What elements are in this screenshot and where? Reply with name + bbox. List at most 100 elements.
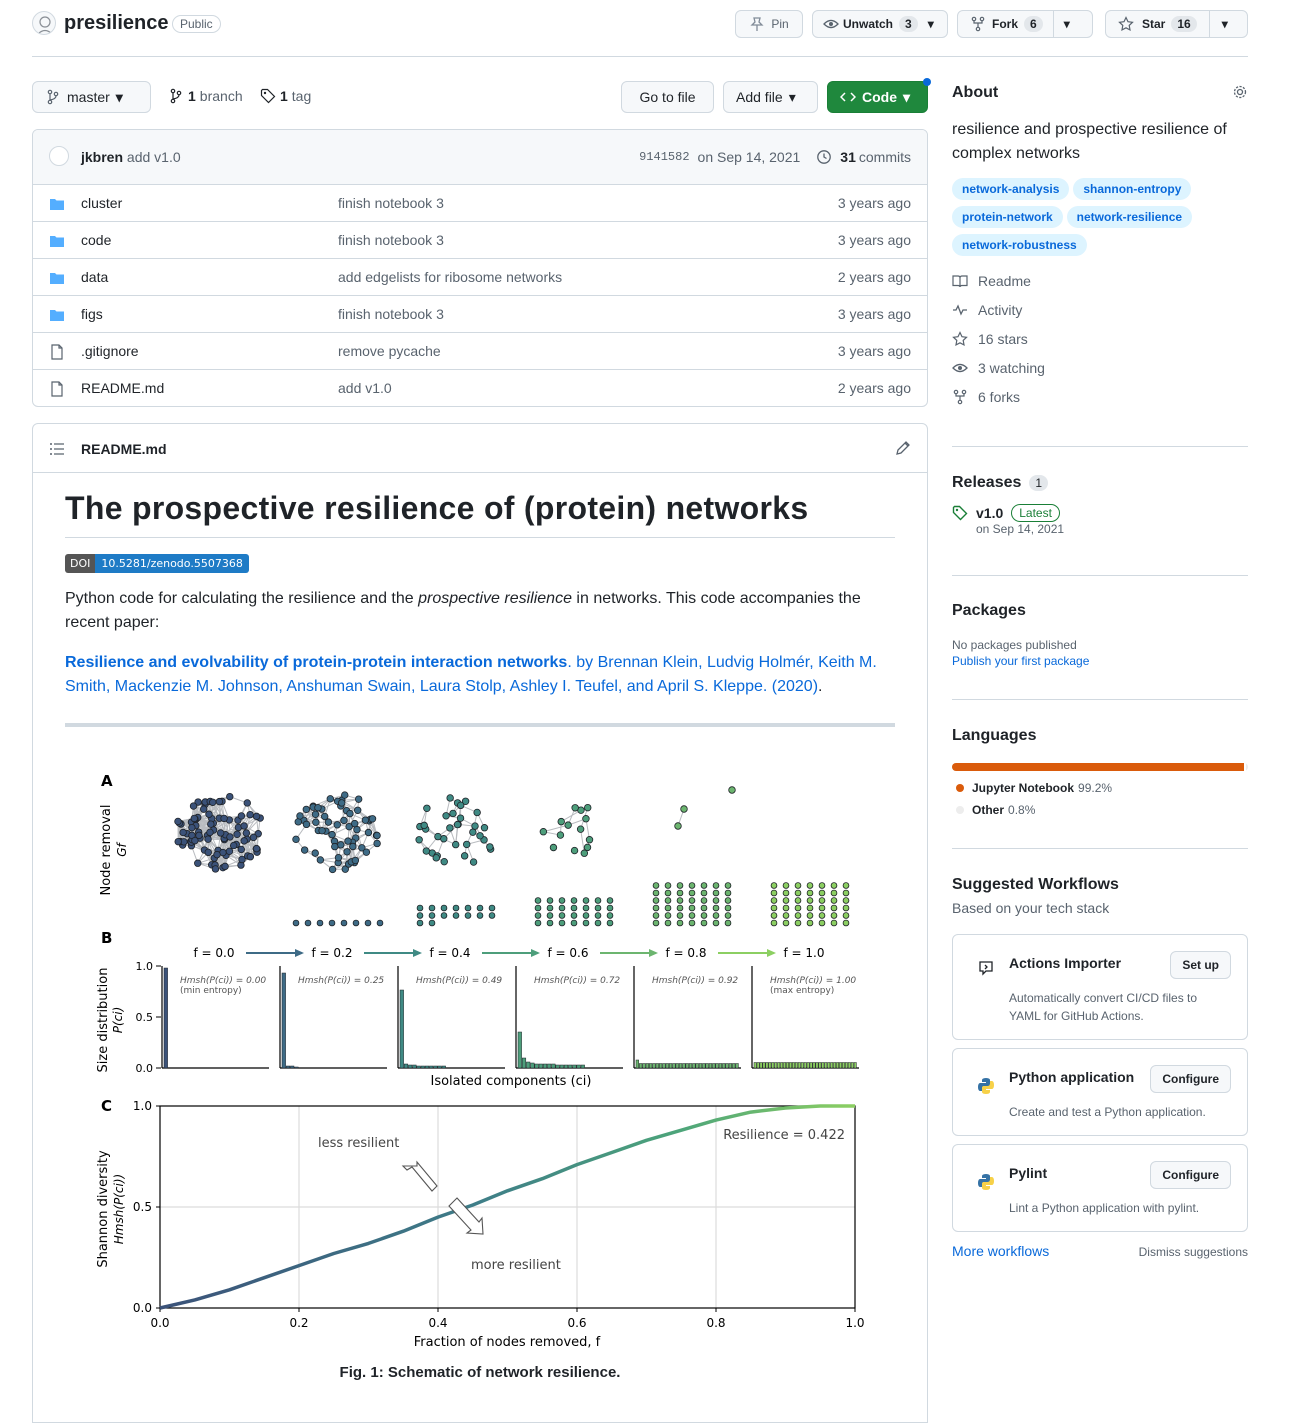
add-file-button[interactable]: Add file ▾ [723, 81, 818, 113]
repo-name-link[interactable]: presilience [64, 12, 169, 35]
star-caret-icon[interactable]: ▾ [1222, 17, 1228, 31]
releases-heading[interactable]: Releases [952, 474, 1021, 492]
star-button[interactable]: Star 16 ▾ [1105, 10, 1248, 38]
about-link--stars[interactable]: 16 stars [952, 324, 1248, 353]
f-label: f = 0.2 [312, 946, 353, 960]
list-icon[interactable] [49, 441, 65, 457]
workflow-title[interactable]: Python application [1009, 1069, 1134, 1085]
network-node [217, 830, 224, 837]
publish-package-link[interactable]: Publish your first package [952, 654, 1248, 668]
hist-bar [400, 990, 404, 1068]
network-node [212, 866, 219, 873]
topic-tag[interactable]: network-robustness [952, 234, 1087, 256]
go-to-file-button[interactable]: Go to file [621, 81, 714, 113]
commit-hash[interactable]: 9141582 [639, 150, 689, 164]
network-node [365, 829, 372, 836]
topic-tag[interactable]: protein-network [952, 206, 1063, 228]
paper-title-link[interactable]: Resilience and evolvability of protein-p… [65, 654, 567, 671]
visibility-badge: Public [172, 15, 221, 33]
workflow-title[interactable]: Actions Importer [1009, 955, 1121, 971]
gear-icon[interactable] [1232, 84, 1248, 100]
file-name-link[interactable]: cluster [81, 195, 122, 211]
isolated-node [783, 890, 789, 896]
network-node [586, 836, 593, 843]
fork-caret-icon[interactable]: ▾ [1064, 17, 1070, 31]
network-node [321, 813, 328, 820]
hist-bar [643, 1064, 646, 1069]
isolated-node [795, 890, 801, 896]
hist-bar [290, 1066, 294, 1068]
topic-tag[interactable]: network-analysis [952, 178, 1069, 200]
fork-button[interactable]: Fork 6 ▾ [957, 10, 1093, 38]
commits-count[interactable]: 31 [840, 149, 856, 165]
author-avatar[interactable] [49, 146, 69, 166]
pencil-icon[interactable] [895, 440, 911, 456]
tags-count: 1 [280, 88, 288, 104]
topic-tag[interactable]: shannon-entropy [1073, 178, 1191, 200]
about-link--forks[interactable]: 6 forks [952, 382, 1248, 411]
isolated-node [465, 913, 471, 919]
branches-link[interactable]: 1 branch [168, 88, 243, 104]
star-icon [952, 331, 968, 347]
isolated-node [771, 913, 777, 919]
file-name-link[interactable]: data [81, 269, 108, 285]
caret-down-icon: ▾ [789, 89, 796, 106]
workflow-action-button[interactable]: Configure [1150, 1065, 1231, 1093]
hist-bar [722, 1064, 725, 1069]
network-node [433, 855, 440, 862]
file-commit-message[interactable]: add edgelists for ribosome networks [338, 269, 562, 285]
readme-filename[interactable]: README.md [81, 441, 167, 457]
code-button[interactable]: Code ▾ [827, 81, 928, 113]
less-resilient-arrow [403, 1162, 437, 1191]
branch-select[interactable]: master ▾ [32, 81, 151, 113]
doi-badge[interactable]: DOI 10.5281/zenodo.5507368 [65, 554, 249, 573]
hist-bar [807, 1063, 809, 1069]
isolated-node [771, 920, 777, 926]
isolated-node [583, 905, 589, 911]
file-name-link[interactable]: .gitignore [81, 343, 139, 359]
file-name-link[interactable]: figs [81, 306, 103, 322]
entropy-note: (min entropy) [180, 986, 242, 996]
hist-bar [686, 1064, 689, 1069]
file-commit-message[interactable]: remove pycache [338, 343, 441, 359]
network-node [558, 818, 565, 825]
owner-avatar[interactable] [32, 11, 56, 35]
dismiss-suggestions-link[interactable]: Dismiss suggestions [1139, 1245, 1248, 1259]
workflow-title[interactable]: Pylint [1009, 1165, 1047, 1181]
pin-button[interactable]: Pin [735, 10, 803, 38]
release-tag[interactable]: v1.0 [976, 505, 1003, 521]
workflow-action-button[interactable]: Configure [1150, 1161, 1231, 1189]
commit-author[interactable]: jkbren [81, 149, 123, 165]
tags-link[interactable]: 1 tag [260, 88, 311, 104]
unwatch-button[interactable]: Unwatch 3 ▾ [812, 10, 948, 38]
more-workflows-link[interactable]: More workflows [952, 1243, 1049, 1259]
file-commit-message[interactable]: finish notebook 3 [338, 195, 444, 211]
file-commit-message[interactable]: add v1.0 [338, 380, 392, 396]
workflow-action-button[interactable]: Set up [1170, 951, 1231, 979]
commit-message[interactable]: add v1.0 [127, 149, 181, 165]
about-link-readme[interactable]: Readme [952, 266, 1248, 295]
packages-heading[interactable]: Packages [952, 602, 1248, 620]
topic-tag[interactable]: network-resilience [1067, 206, 1192, 228]
isolated-node [453, 913, 459, 919]
about-link-activity[interactable]: Activity [952, 295, 1248, 324]
commits-label[interactable]: commits [859, 149, 911, 165]
fork-label: Fork [992, 17, 1018, 31]
file-name-link[interactable]: README.md [81, 380, 164, 396]
file-commit-message[interactable]: finish notebook 3 [338, 306, 444, 322]
about-link--watching[interactable]: 3 watching [952, 353, 1248, 382]
latest-commit-bar: jkbren add v1.0 9141582 on Sep 14, 2021 … [33, 130, 927, 185]
file-commit-message[interactable]: finish notebook 3 [338, 232, 444, 248]
network-node [452, 841, 459, 848]
file-name-link[interactable]: code [81, 232, 111, 248]
less-resilient-label: less resilient [318, 1136, 399, 1151]
